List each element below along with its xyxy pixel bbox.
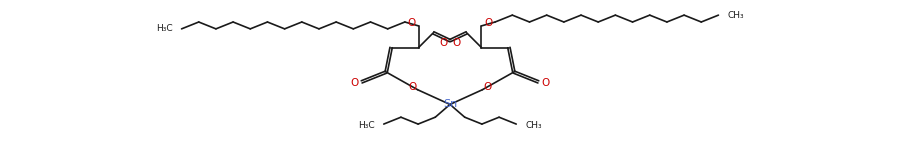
Text: CH₃: CH₃ bbox=[525, 121, 542, 130]
Text: O: O bbox=[484, 18, 492, 28]
Text: O: O bbox=[408, 18, 416, 28]
Text: O: O bbox=[350, 78, 358, 88]
Text: H₃C: H₃C bbox=[358, 121, 375, 130]
Text: O: O bbox=[453, 38, 461, 48]
Text: Sn: Sn bbox=[443, 99, 457, 110]
Text: O: O bbox=[439, 38, 447, 48]
Text: O: O bbox=[542, 78, 550, 88]
Text: O: O bbox=[483, 82, 492, 92]
Text: H₃C: H₃C bbox=[156, 24, 173, 33]
Text: O: O bbox=[408, 82, 417, 92]
Text: CH₃: CH₃ bbox=[727, 11, 744, 20]
